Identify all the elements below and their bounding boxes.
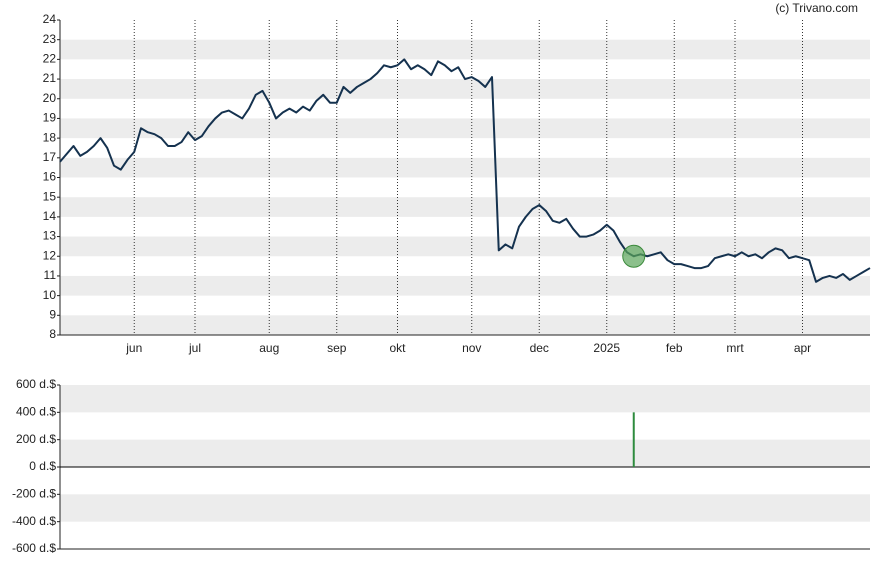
grid-band: [60, 79, 870, 99]
y-tick-label: 15: [43, 189, 57, 203]
y-tick-label: 10: [43, 288, 57, 302]
grid-band: [60, 275, 870, 296]
bar: [632, 412, 635, 467]
x-tick-label: nov: [462, 341, 481, 355]
x-tick-label: apr: [794, 341, 811, 355]
y-tick-label: 23: [43, 32, 57, 46]
y-tick-label: 21: [43, 71, 57, 85]
y-tick-label: 9: [49, 307, 56, 321]
y-tick-label: 17: [43, 150, 57, 164]
x-tick-label: aug: [259, 341, 279, 355]
y-tick-label: -200 d.$: [12, 487, 56, 501]
grid-band: [60, 439, 870, 467]
price-line: [59, 58, 871, 283]
grid-band: [60, 157, 870, 178]
x-tick-label: dec: [530, 341, 549, 355]
x-tick-label: feb: [666, 341, 683, 355]
y-tick-label: -600 d.$: [12, 541, 56, 555]
y-tick-label: 19: [43, 111, 57, 125]
y-tick-label: 400 d.$: [16, 405, 56, 419]
y-tick-label: 200 d.$: [16, 432, 56, 446]
grid-band: [60, 494, 870, 522]
x-tick-label: okt: [389, 341, 406, 355]
y-tick-label: 20: [43, 91, 57, 105]
x-tick-label: mrt: [726, 341, 744, 355]
y-tick-label: 22: [43, 52, 57, 66]
y-tick-label: 12: [43, 248, 57, 262]
x-tick-label: jun: [125, 341, 142, 355]
y-tick-label: 0 d.$: [29, 459, 56, 473]
grid-band: [60, 315, 870, 335]
y-tick-label: 18: [43, 130, 57, 144]
event-marker: [622, 244, 646, 268]
x-tick-label: 2025: [593, 341, 620, 355]
y-tick-label: 600 d.$: [16, 377, 56, 391]
credit: (c) Trivano.com: [775, 1, 858, 15]
y-tick-label: 14: [43, 209, 57, 223]
grid-band: [60, 236, 870, 257]
y-tick-label: 11: [44, 268, 57, 282]
x-tick-label: jul: [188, 341, 201, 355]
x-tick-label: sep: [327, 341, 347, 355]
y-tick-label: 24: [43, 12, 57, 26]
y-tick-label: 13: [43, 229, 57, 243]
y-tick-label: 16: [43, 170, 57, 184]
y-tick-label: -400 d.$: [12, 514, 56, 528]
grid-band: [60, 197, 870, 217]
y-tick-label: 8: [49, 327, 56, 341]
grid-band: [60, 39, 870, 60]
grid-band: [60, 118, 870, 139]
grid-band: [60, 385, 870, 413]
